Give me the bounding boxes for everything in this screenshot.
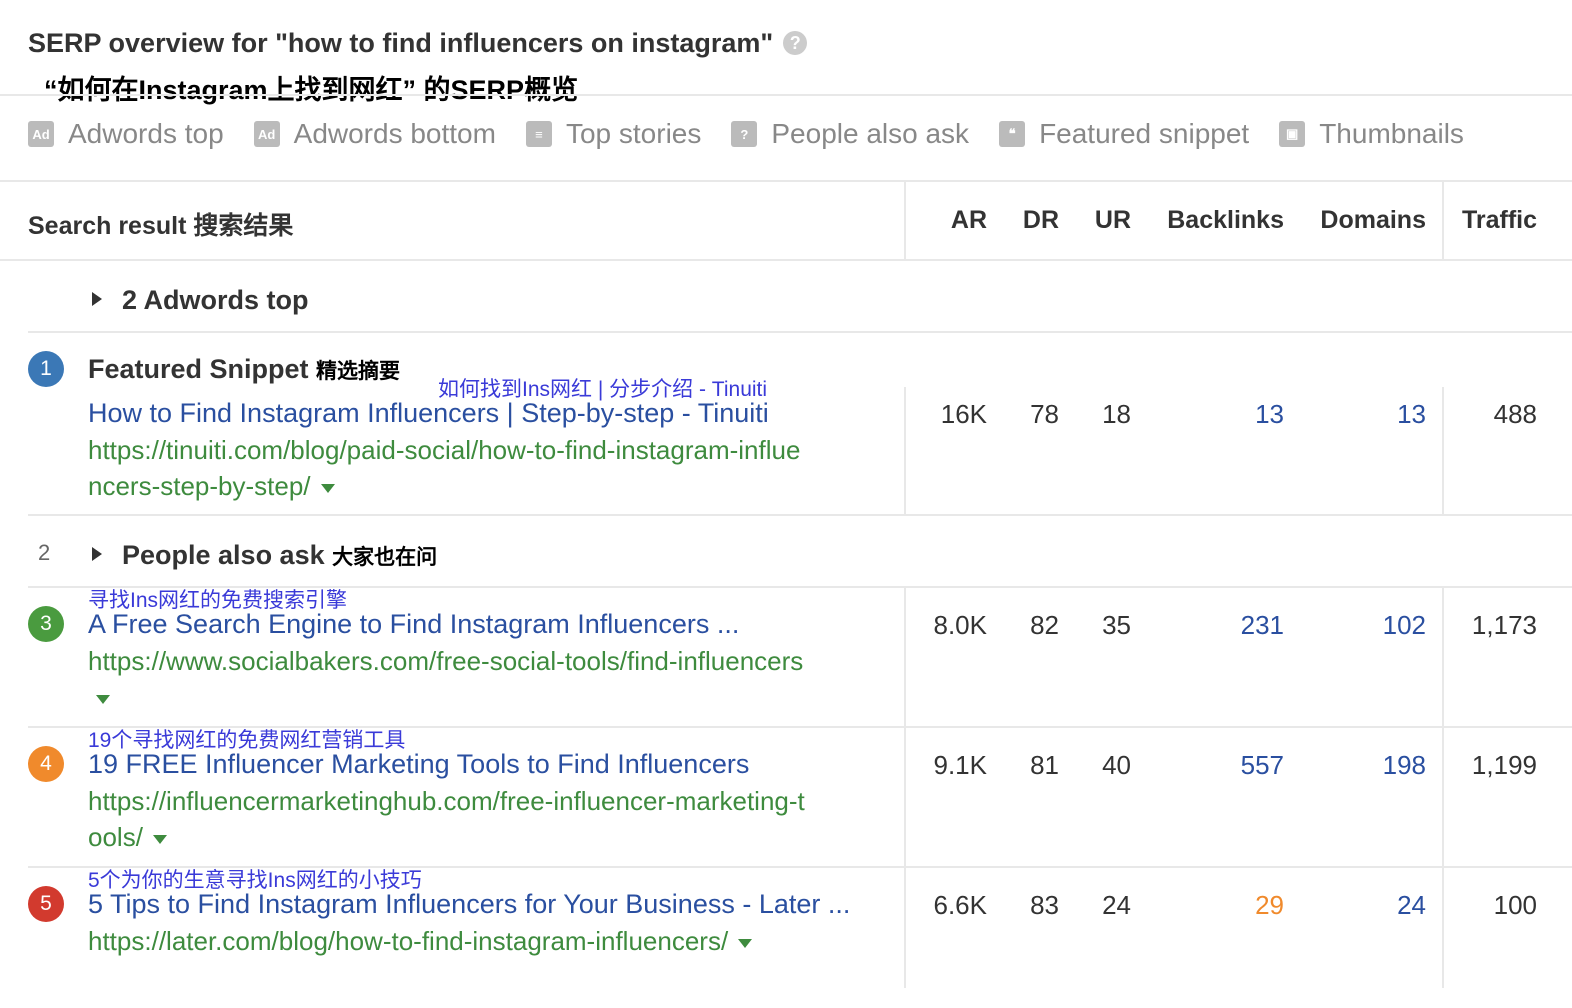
news-icon: ≡	[525, 121, 552, 147]
dropdown-caret-icon[interactable]	[96, 695, 110, 704]
adwords-top-toggle[interactable]: 2 Adwords top	[92, 285, 309, 316]
ad-bottom-icon: Ad	[253, 121, 280, 147]
position-badge: 4	[28, 746, 64, 782]
translation-annotation: 如何找到Ins网红 | 分步介绍 - Tinuiti	[438, 378, 768, 401]
page-title-translation: “如何在Instagram上找到网红” 的SERP概览	[44, 75, 579, 105]
filter-thumbnails[interactable]: ▣ Thumbnails	[1279, 118, 1464, 150]
column-divider	[1442, 182, 1444, 260]
col-search-result[interactable]: Search result 搜索结果	[28, 212, 294, 240]
translation-annotation: 5个为你的生意寻找Ins网红的小技巧	[88, 869, 422, 892]
column-divider	[904, 727, 906, 867]
position-number: 2	[38, 540, 51, 565]
divider	[28, 331, 1572, 333]
dr-value: 78	[1030, 399, 1059, 429]
divider	[28, 586, 1572, 588]
dropdown-caret-icon[interactable]	[320, 484, 335, 493]
divider	[28, 726, 1572, 728]
help-icon[interactable]: ?	[783, 31, 808, 55]
ar-value: 6.6K	[933, 890, 988, 920]
col-domains[interactable]: Domains	[1320, 206, 1426, 234]
backlinks-value[interactable]: 29	[1255, 890, 1284, 920]
ar-value: 16K	[940, 399, 987, 429]
domains-value[interactable]: 24	[1397, 890, 1426, 920]
result-url-cont[interactable]: ncers-step-by-step/	[88, 471, 335, 502]
filter-people-also-ask[interactable]: ? People also ask	[731, 118, 969, 150]
filter-adwords-bottom[interactable]: Ad Adwords bottom	[253, 118, 496, 150]
traffic-value: 1,199	[1471, 750, 1537, 780]
column-divider	[904, 587, 906, 727]
col-backlinks[interactable]: Backlinks	[1167, 206, 1284, 234]
result-url[interactable]: https://www.socialbakers.com/free-social…	[88, 646, 804, 676]
backlinks-value[interactable]: 557	[1240, 750, 1284, 780]
people-also-ask-toggle[interactable]: People also ask 大家也在问	[92, 540, 437, 571]
traffic-value: 1,173	[1471, 610, 1537, 640]
result-title-link[interactable]: A Free Search Engine to Find Instagram I…	[88, 609, 740, 639]
result-title-link[interactable]: 19 FREE Influencer Marketing Tools to Fi…	[88, 749, 750, 779]
column-divider	[1442, 867, 1444, 988]
question-bubble-icon: ?	[731, 121, 758, 147]
result-url-cont[interactable]: ools/	[88, 822, 167, 853]
result-url-cont[interactable]	[86, 682, 110, 713]
divider	[0, 180, 1572, 182]
column-divider	[1442, 727, 1444, 867]
traffic-value: 488	[1493, 399, 1537, 429]
domains-value[interactable]: 102	[1382, 610, 1426, 640]
backlinks-value[interactable]: 231	[1240, 610, 1284, 640]
col-traffic[interactable]: Traffic	[1461, 206, 1537, 234]
ur-value: 35	[1102, 610, 1131, 640]
quote-icon: ❝	[999, 121, 1026, 147]
filter-top-stories[interactable]: ≡ Top stories	[525, 118, 701, 150]
col-ur[interactable]: UR	[1094, 206, 1131, 234]
translation-annotation: 寻找Ins网红的免费搜索引擎	[88, 589, 348, 612]
col-ar[interactable]: AR	[950, 206, 987, 234]
column-divider	[904, 387, 906, 515]
translation-annotation: 19个寻找网红的免费网红营销工具	[88, 729, 406, 752]
dropdown-caret-icon[interactable]	[738, 939, 753, 948]
position-badge: 5	[28, 886, 64, 922]
divider	[0, 259, 1572, 261]
page-title: SERP overview for "how to find influence…	[28, 28, 808, 59]
result-url[interactable]: https://influencermarketinghub.com/free-…	[88, 786, 805, 816]
domains-value[interactable]: 13	[1397, 399, 1426, 429]
backlinks-value[interactable]: 13	[1255, 399, 1284, 429]
ar-value: 8.0K	[933, 610, 988, 640]
dr-value: 83	[1030, 890, 1059, 920]
divider	[28, 514, 1572, 516]
result-url[interactable]: https://later.com/blog/how-to-find-insta…	[88, 926, 753, 957]
result-title-link[interactable]: How to Find Instagram Influencers | Step…	[88, 398, 769, 428]
ur-value: 40	[1102, 750, 1131, 780]
position-badge: 1	[28, 351, 64, 387]
divider	[28, 866, 1572, 868]
col-dr[interactable]: DR	[1022, 206, 1059, 234]
filter-featured-snippet[interactable]: ❝ Featured snippet	[999, 118, 1249, 150]
serp-feature-filters: Ad Adwords top Ad Adwords bottom ≡ Top storie…	[28, 118, 1464, 150]
expand-triangle-icon	[92, 292, 102, 306]
column-divider	[1442, 387, 1444, 515]
ad-icon: Ad	[28, 121, 54, 147]
column-divider	[904, 867, 906, 988]
column-divider	[904, 182, 906, 260]
domains-value[interactable]: 198	[1382, 750, 1426, 780]
ur-value: 18	[1102, 399, 1131, 429]
traffic-value: 100	[1493, 890, 1537, 920]
divider	[0, 94, 1572, 96]
ar-value: 9.1K	[933, 750, 988, 780]
image-icon: ▣	[1279, 121, 1306, 147]
expand-triangle-icon	[92, 547, 102, 561]
filter-adwords-top[interactable]: Ad Adwords top	[28, 118, 224, 150]
featured-snippet-label: Featured Snippet 精选摘要	[88, 354, 401, 384]
result-title-link[interactable]: 5 Tips to Find Instagram Influencers for…	[88, 889, 851, 919]
column-divider	[1442, 587, 1444, 727]
dropdown-caret-icon[interactable]	[152, 835, 167, 844]
dr-value: 81	[1030, 750, 1059, 780]
dr-value: 82	[1030, 610, 1059, 640]
ur-value: 24	[1102, 890, 1131, 920]
result-url[interactable]: https://tinuiti.com/blog/paid-social/how…	[88, 435, 801, 465]
position-badge: 3	[28, 606, 64, 642]
